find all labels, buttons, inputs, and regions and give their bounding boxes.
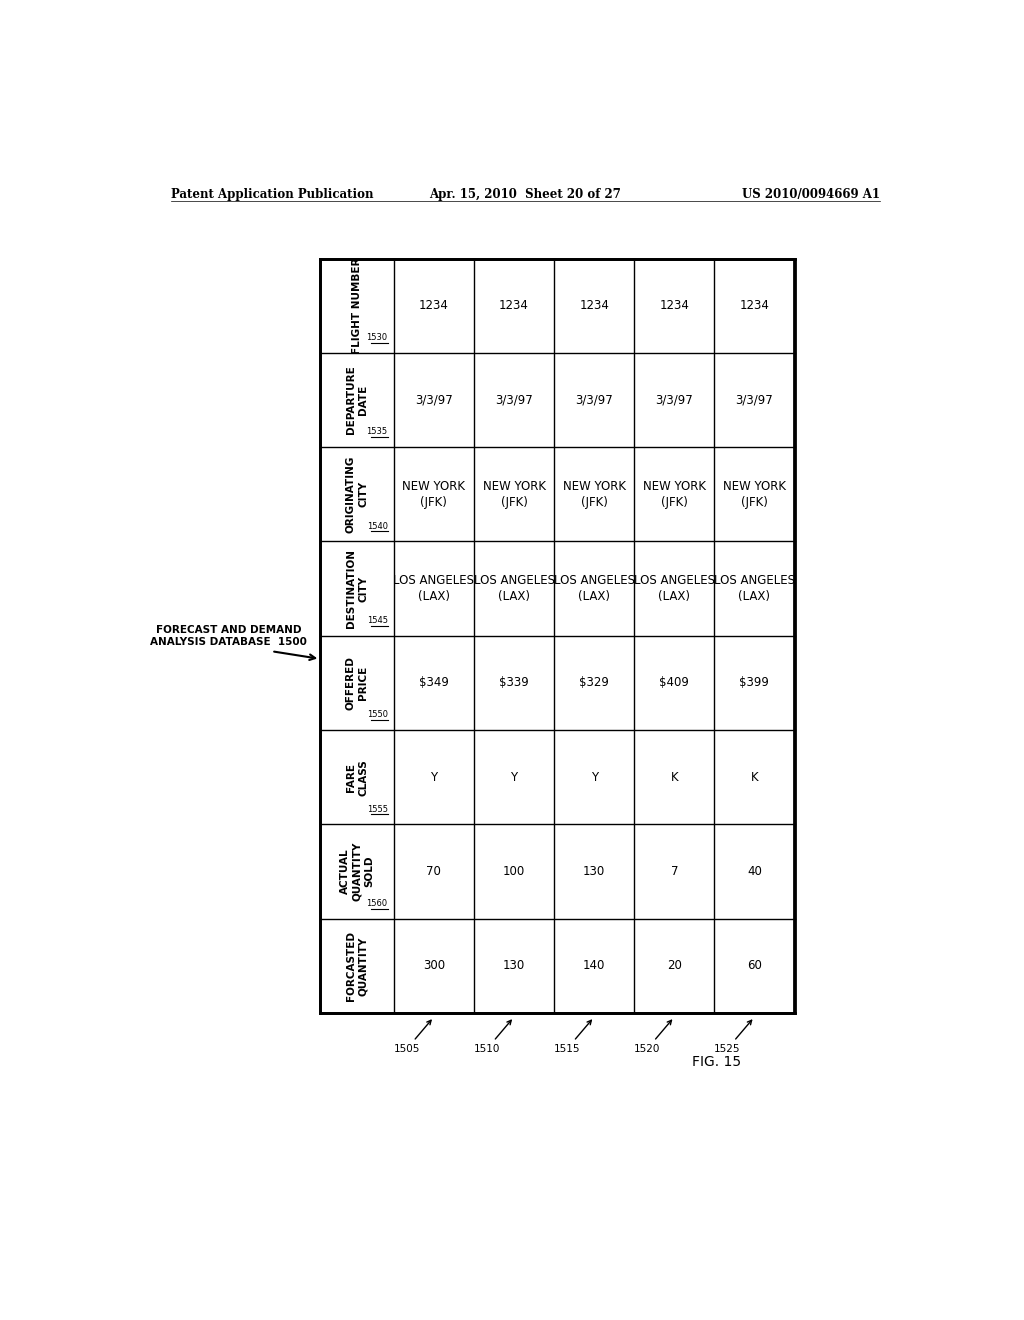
- Text: $409: $409: [659, 676, 689, 689]
- Text: DEPARTURE
DATE: DEPARTURE DATE: [346, 366, 369, 434]
- Text: 130: 130: [583, 865, 605, 878]
- Text: $349: $349: [419, 676, 449, 689]
- Text: LOS ANGELES
(LAX): LOS ANGELES (LAX): [554, 574, 635, 603]
- Text: 1505: 1505: [393, 1020, 431, 1053]
- Text: DESTINATION
CITY: DESTINATION CITY: [346, 549, 369, 628]
- Text: 1530: 1530: [367, 333, 388, 342]
- Text: LOS ANGELES
(LAX): LOS ANGELES (LAX): [634, 574, 715, 603]
- Text: 1525: 1525: [714, 1020, 752, 1053]
- Text: Y: Y: [591, 771, 598, 784]
- Text: FORECAST AND DEMAND
ANALYSIS DATABASE  1500: FORECAST AND DEMAND ANALYSIS DATABASE 15…: [151, 624, 307, 647]
- Text: K: K: [751, 771, 758, 784]
- Text: 1550: 1550: [367, 710, 388, 719]
- Text: 1520: 1520: [634, 1020, 672, 1053]
- Text: 1234: 1234: [499, 300, 529, 312]
- Text: FORCASTED
QUANTITY: FORCASTED QUANTITY: [346, 931, 369, 1001]
- Text: 3/3/97: 3/3/97: [575, 393, 613, 407]
- Text: ORIGINATING
CITY: ORIGINATING CITY: [346, 455, 369, 533]
- Text: NEW YORK
(JFK): NEW YORK (JFK): [562, 479, 626, 508]
- Text: 3/3/97: 3/3/97: [655, 393, 693, 407]
- Text: OFFERED
PRICE: OFFERED PRICE: [346, 656, 369, 710]
- Text: 1560: 1560: [367, 899, 388, 908]
- Text: NEW YORK
(JFK): NEW YORK (JFK): [643, 479, 706, 508]
- Text: FLIGHT NUMBER: FLIGHT NUMBER: [352, 257, 362, 354]
- Text: 1234: 1234: [419, 300, 449, 312]
- Text: NEW YORK
(JFK): NEW YORK (JFK): [482, 479, 546, 508]
- Text: 7: 7: [671, 865, 678, 878]
- Text: 1234: 1234: [739, 300, 769, 312]
- Text: 1535: 1535: [367, 428, 388, 437]
- Text: 3/3/97: 3/3/97: [496, 393, 532, 407]
- Text: Apr. 15, 2010  Sheet 20 of 27: Apr. 15, 2010 Sheet 20 of 27: [429, 187, 621, 201]
- Text: LOS ANGELES
(LAX): LOS ANGELES (LAX): [393, 574, 474, 603]
- Text: $399: $399: [739, 676, 769, 689]
- Text: Y: Y: [430, 771, 437, 784]
- Text: $329: $329: [580, 676, 609, 689]
- Text: 1540: 1540: [367, 521, 388, 531]
- Text: FIG. 15: FIG. 15: [692, 1056, 741, 1069]
- Text: 140: 140: [583, 960, 605, 973]
- Text: 1234: 1234: [580, 300, 609, 312]
- Text: US 2010/0094669 A1: US 2010/0094669 A1: [741, 187, 880, 201]
- Text: K: K: [671, 771, 678, 784]
- Text: 300: 300: [423, 960, 445, 973]
- Text: 130: 130: [503, 960, 525, 973]
- Text: FARE
CLASS: FARE CLASS: [346, 759, 369, 796]
- Text: $339: $339: [499, 676, 529, 689]
- Text: 100: 100: [503, 865, 525, 878]
- Text: 70: 70: [426, 865, 441, 878]
- Text: 1234: 1234: [659, 300, 689, 312]
- Text: 1515: 1515: [554, 1020, 591, 1053]
- Bar: [321, 259, 795, 1014]
- Text: Patent Application Publication: Patent Application Publication: [171, 187, 373, 201]
- Text: 3/3/97: 3/3/97: [735, 393, 773, 407]
- Text: LOS ANGELES
(LAX): LOS ANGELES (LAX): [473, 574, 555, 603]
- Text: LOS ANGELES
(LAX): LOS ANGELES (LAX): [714, 574, 795, 603]
- Text: 1545: 1545: [367, 616, 388, 626]
- Text: ACTUAL
QUANTITY
SOLD: ACTUAL QUANTITY SOLD: [340, 842, 375, 902]
- Text: 40: 40: [746, 865, 762, 878]
- Text: 1555: 1555: [367, 805, 388, 813]
- Text: 60: 60: [746, 960, 762, 973]
- Text: 3/3/97: 3/3/97: [415, 393, 453, 407]
- Text: Y: Y: [511, 771, 517, 784]
- Text: 20: 20: [667, 960, 682, 973]
- Text: 1510: 1510: [474, 1020, 511, 1053]
- Text: NEW YORK
(JFK): NEW YORK (JFK): [723, 479, 786, 508]
- Text: NEW YORK
(JFK): NEW YORK (JFK): [402, 479, 465, 508]
